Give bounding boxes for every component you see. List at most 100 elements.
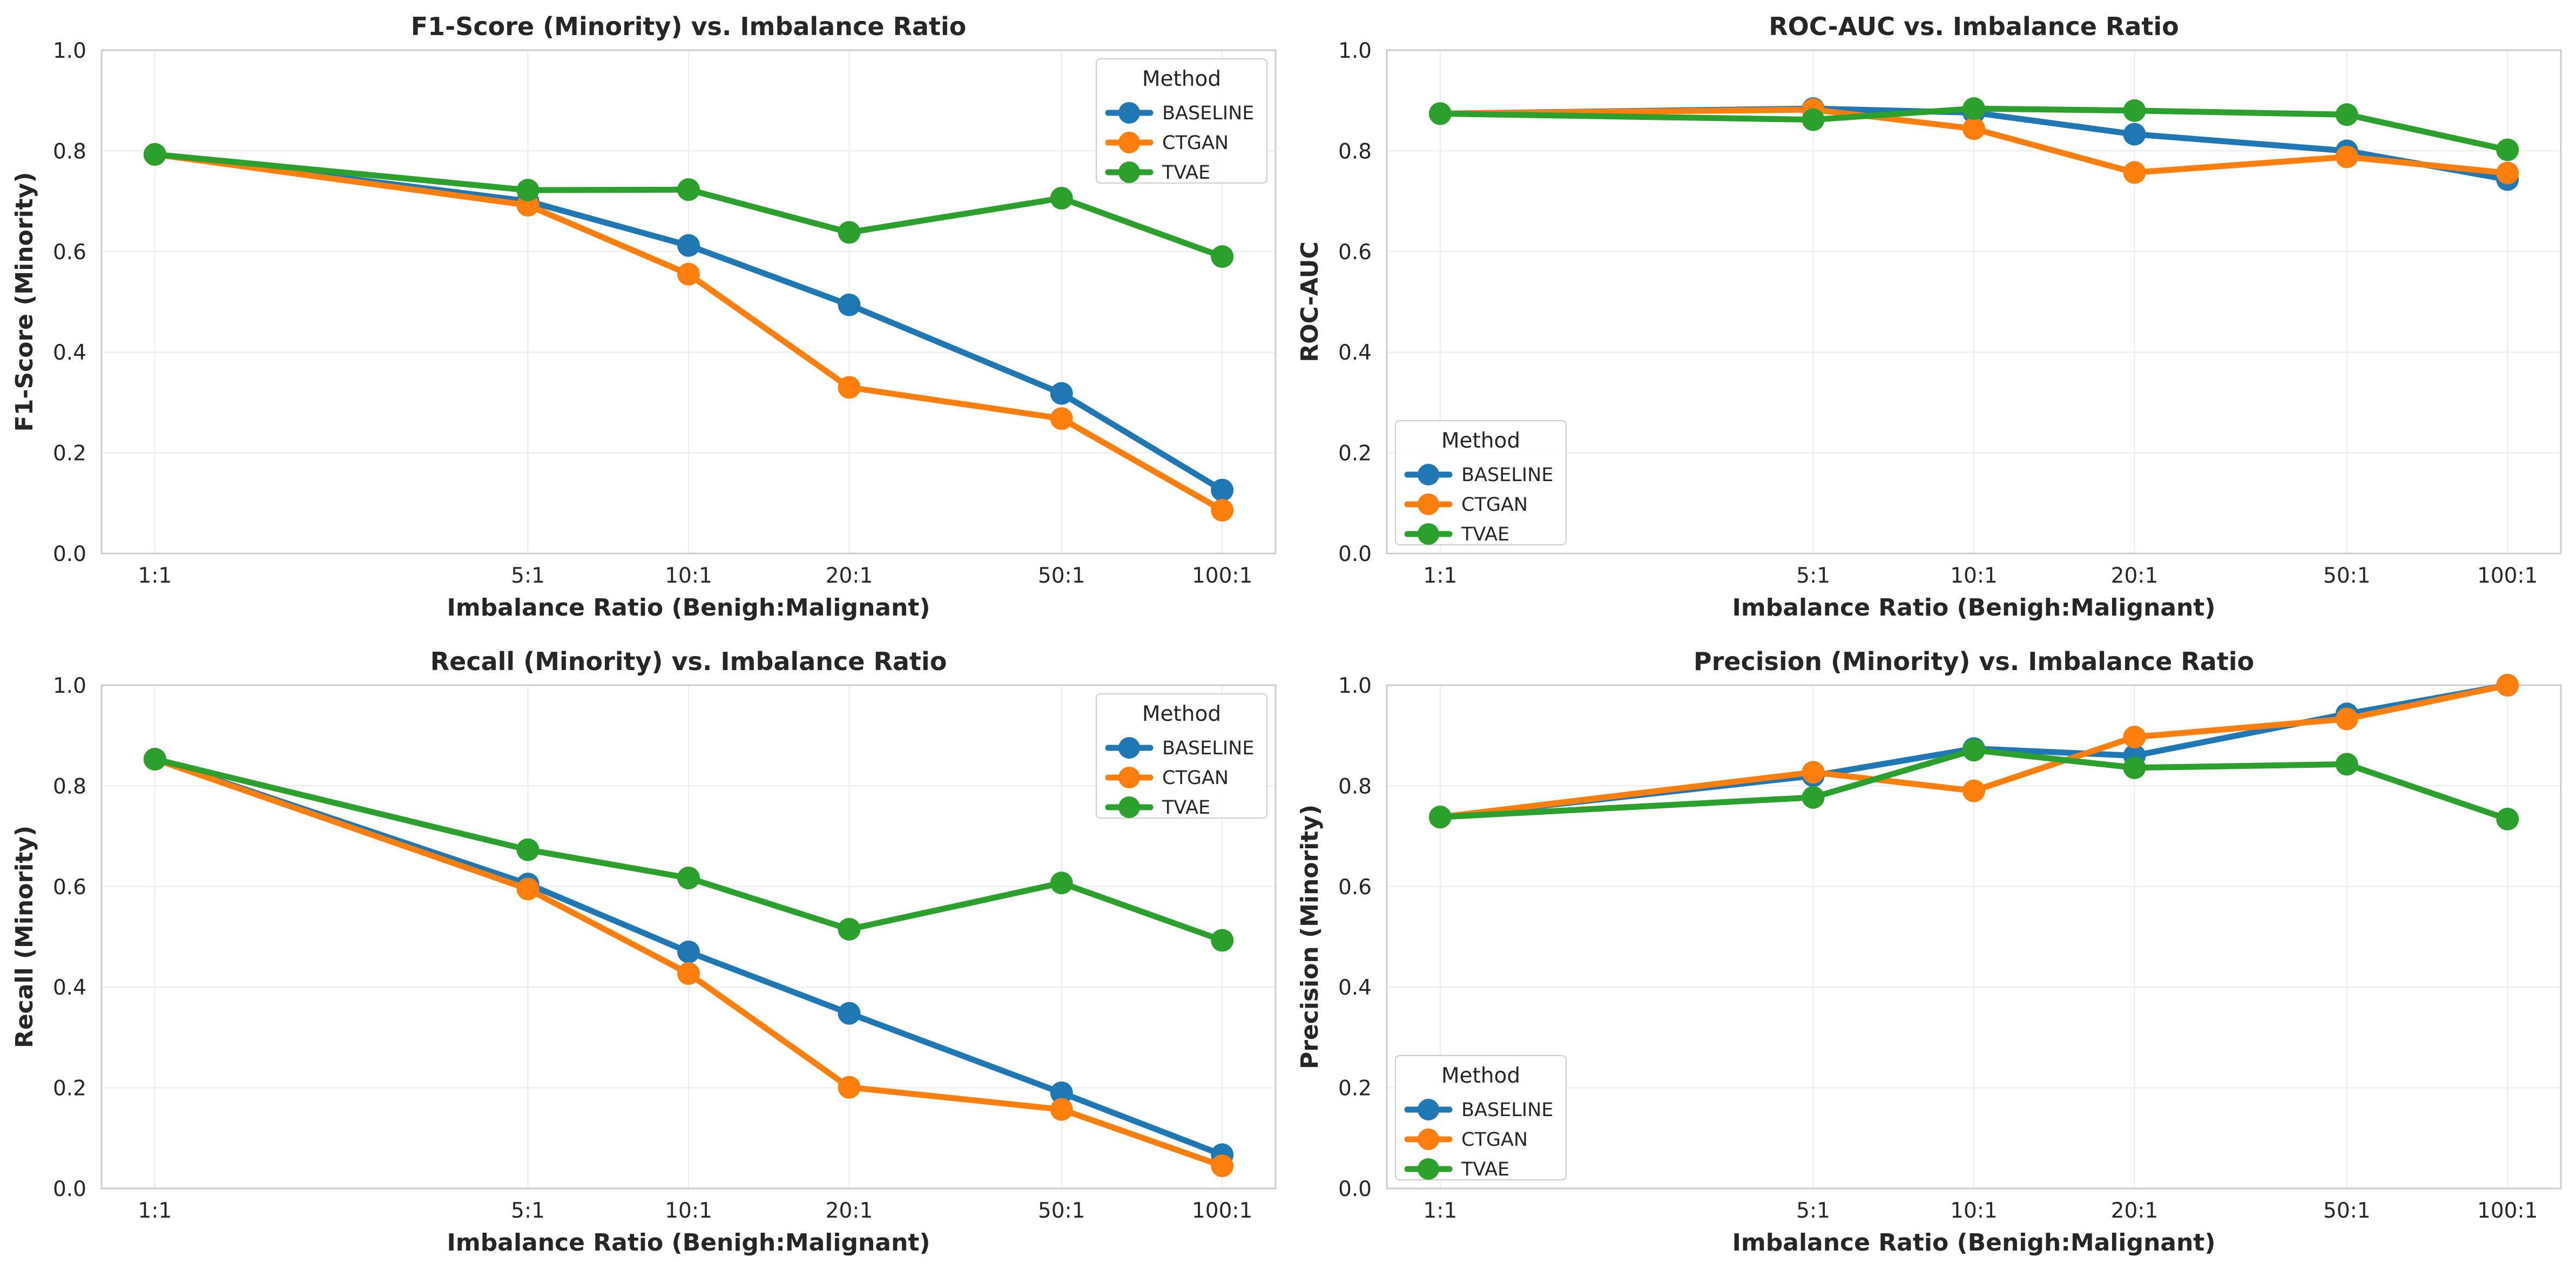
data-point-baseline — [838, 293, 861, 316]
x-tick-label: 100:1 — [1192, 1199, 1252, 1223]
x-tick-label: 50:1 — [1038, 1199, 1085, 1223]
x-tick-label: 50:1 — [2323, 564, 2371, 588]
data-point-tvae — [1963, 739, 1985, 762]
series-line-tvae — [1437, 105, 2511, 153]
y-tick-label: 0.4 — [1338, 976, 1372, 1000]
legend-title: Method — [1441, 429, 1520, 453]
legend-entry: TVAE — [1461, 1159, 1509, 1180]
y-tick-label: 1.0 — [1338, 39, 1372, 63]
data-point-tvae — [2335, 753, 2358, 776]
x-tick-label: 1:1 — [138, 1199, 172, 1223]
y-tick-label: 0.0 — [53, 1177, 86, 1201]
data-point-ctgan — [1050, 1098, 1073, 1121]
data-point-ctgan — [838, 376, 861, 399]
y-tick-label: 0.8 — [1338, 774, 1372, 799]
legend: Method BASELINE CTGAN TVAE — [1096, 58, 1267, 184]
series-line-ctgan — [152, 756, 1225, 1169]
data-point-tvae — [2496, 807, 2519, 830]
data-point-ctgan — [1802, 761, 1825, 784]
legend-entry: TVAE — [1461, 524, 1509, 545]
chart-title: ROC-AUC vs. Imbalance Ratio — [1769, 12, 2179, 41]
y-tick-label: 0.8 — [53, 139, 86, 164]
data-point-ctgan — [2123, 725, 2146, 748]
legend-title: Method — [1142, 67, 1221, 91]
subplot-1: 1:1 5:1 10:1 20:1 50:1 100:1 0.0 0.2 0.4 0.6 0.8 1.… — [11, 12, 1277, 621]
legend-entry: BASELINE — [1461, 1099, 1553, 1121]
legend: Method BASELINE CTGAN TVAE — [1395, 420, 1567, 545]
y-tick-label: 0.4 — [53, 341, 86, 365]
data-point-baseline — [2123, 123, 2146, 146]
x-tick-label: 5:1 — [1796, 1199, 1830, 1223]
data-point-tvae — [2335, 103, 2358, 126]
legend-entry: TVAE — [1162, 797, 1210, 819]
legend-swatch-marker — [1418, 1129, 1439, 1150]
data-point-ctgan — [2496, 674, 2519, 697]
y-tick-label: 0.2 — [53, 442, 86, 466]
x-tick-label: 50:1 — [2323, 1199, 2371, 1223]
data-point-tvae — [1428, 806, 1452, 829]
series-tvae — [143, 143, 1234, 268]
x-axis-label: Imbalance Ratio (Benigh:Malignant) — [447, 594, 930, 621]
series-line-tvae — [152, 151, 1225, 260]
series-tvae — [1428, 739, 2519, 830]
legend-swatch-marker — [1118, 132, 1140, 153]
x-tick-label: 20:1 — [2111, 564, 2159, 588]
series-line-tvae — [152, 756, 1225, 943]
legend-swatch-marker — [1418, 464, 1439, 485]
y-axis-label: Recall (Minority) — [11, 826, 38, 1048]
data-point-tvae — [1211, 245, 1234, 268]
y-axis-label: ROC-AUC — [1296, 241, 1324, 362]
x-tick-label: 10:1 — [1950, 564, 1998, 588]
x-tick-label: 1:1 — [1423, 1199, 1457, 1223]
x-axis-label: Imbalance Ratio (Benigh:Malignant) — [1732, 594, 2216, 621]
legend-swatch-marker — [1418, 494, 1439, 515]
legend-entry: CTGAN — [1162, 132, 1229, 154]
y-tick-label: 0.6 — [53, 240, 86, 265]
data-point-ctgan — [2335, 145, 2358, 168]
series-line-baseline — [152, 756, 1225, 1158]
y-axis-label: Precision (Minority) — [1296, 805, 1324, 1069]
subplot-3: 1:1 5:1 10:1 20:1 50:1 100:1 0.0 0.2 0.4 0.6 0.8 1.… — [11, 647, 1277, 1256]
y-tick-label: 1.0 — [1338, 674, 1372, 698]
data-point-ctgan — [838, 1076, 861, 1099]
series-line-ctgan — [1437, 682, 2511, 820]
data-point-tvae — [1802, 786, 1825, 809]
data-point-baseline — [1050, 1081, 1073, 1104]
plot-frame — [1386, 684, 2562, 1190]
plot-frame — [1386, 49, 2562, 555]
chart-title: Recall (Minority) vs. Imbalance Ratio — [430, 647, 947, 676]
data-point-tvae — [1211, 929, 1234, 952]
legend-swatch-marker — [1118, 796, 1140, 818]
series-tvae — [143, 748, 1234, 952]
plot-frame — [100, 684, 1277, 1190]
x-tick-label: 20:1 — [2111, 1199, 2159, 1223]
legend-title: Method — [1142, 702, 1221, 726]
legend-swatch-marker — [1418, 523, 1439, 545]
data-point-tvae — [2496, 138, 2519, 161]
subplot-2: 1:1 5:1 10:1 20:1 50:1 100:1 0.0 0.2 0.4 0.6 0.8 1.… — [1296, 12, 2562, 621]
x-tick-label: 1:1 — [138, 564, 172, 588]
data-point-baseline — [677, 234, 700, 257]
y-tick-label: 0.2 — [1338, 442, 1372, 466]
y-tick-label: 0.6 — [1338, 875, 1372, 900]
y-tick-label: 0.8 — [1338, 139, 1372, 164]
legend-entry: BASELINE — [1162, 103, 1254, 124]
data-point-tvae — [516, 179, 540, 202]
legend-swatch-marker — [1418, 1158, 1439, 1180]
data-point-tvae — [838, 918, 861, 941]
data-point-ctgan — [1963, 779, 1985, 802]
legend-title: Method — [1441, 1064, 1520, 1088]
y-tick-label: 0.4 — [1338, 341, 1372, 365]
data-point-ctgan — [2496, 161, 2519, 185]
plot-frame — [100, 49, 1277, 555]
series-line-ctgan — [1437, 106, 2511, 176]
legend-entry: BASELINE — [1162, 738, 1254, 759]
data-point-ctgan — [1963, 117, 1985, 140]
legend-entry: TVAE — [1162, 162, 1210, 184]
data-point-tvae — [1050, 871, 1073, 895]
y-tick-label: 0.6 — [1338, 240, 1372, 265]
legend: Method BASELINE CTGAN TVAE — [1096, 693, 1267, 819]
legend-swatch-marker — [1118, 767, 1140, 788]
x-tick-label: 10:1 — [665, 564, 712, 588]
